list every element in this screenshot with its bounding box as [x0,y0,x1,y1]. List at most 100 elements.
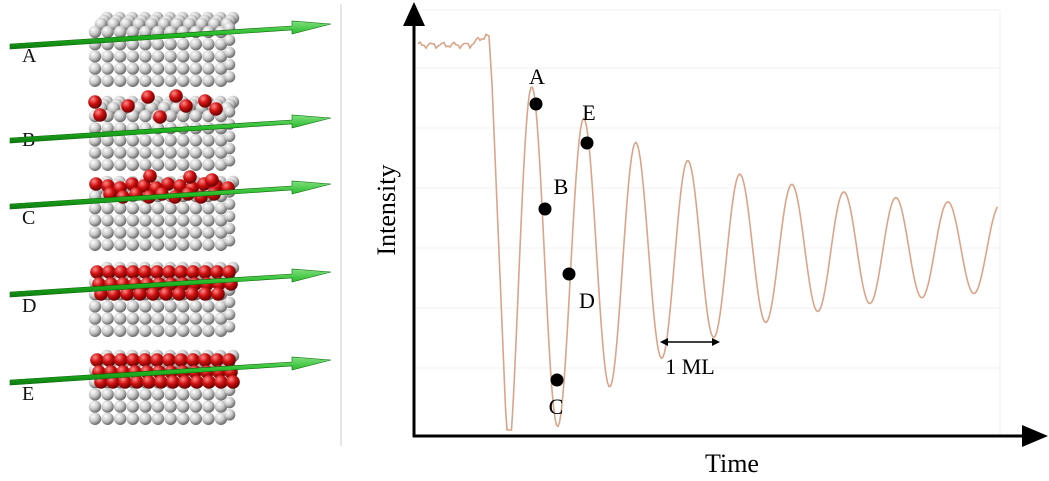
point-e-marker [580,136,594,150]
substrate-atom [139,312,152,325]
substrate-atom [164,238,177,251]
substrate-atom [126,238,139,251]
substrate-atom [189,74,202,88]
stage-b: B [9,89,332,171]
adatom [89,177,103,191]
substrate-atom [177,146,190,159]
substrate-atom [101,50,114,63]
monolayer-scale-bar: 1 ML [660,338,720,379]
substrate-atom [139,62,152,75]
adatom [198,94,212,108]
substrate-atom [189,50,202,63]
substrate-atom [151,412,165,425]
adatom [209,102,223,116]
adatom [114,353,128,367]
substrate-atom [139,324,152,337]
substrate-atom [177,50,190,63]
substrate-atom [151,134,165,147]
substrate-atom [177,74,190,88]
adatom [161,177,175,191]
stage-label: E [22,383,34,405]
substrate-atom [88,146,102,159]
substrate-atom [126,226,139,239]
substrate-atom [189,388,202,401]
adatom [210,265,224,279]
substrate-atom [189,300,202,313]
substrate-atom [114,300,127,313]
substrate-atom [223,106,236,118]
adatom [186,353,200,367]
substrate-atom [101,134,114,147]
substrate-atom [151,214,165,227]
substrate-atom [126,158,139,171]
substrate-atom [101,202,114,215]
growth-stages: AB C D E [9,11,332,425]
substrate-atom [177,300,190,313]
substrate-atom [101,300,114,313]
substrate-atom [88,324,102,337]
substrate-atom [177,214,190,227]
adatom [138,353,152,367]
substrate-atom [164,50,177,63]
substrate-atom [126,312,139,325]
substrate-atom [177,238,190,251]
substrate-atom [223,46,236,59]
substrate-atom [189,109,202,123]
substrate-atom [126,300,139,313]
substrate-atom [101,62,114,75]
substrate-atom [177,134,190,147]
substrate-atom [164,202,177,215]
substrate-atom [189,312,202,325]
adatom [126,265,140,279]
substrate-atom [114,146,127,159]
substrate-atom [223,409,236,421]
substrate-atom [114,158,127,171]
substrate-atom [164,300,177,313]
substrate-atom [139,300,152,313]
substrate-atom [177,312,190,325]
substrate-atom [139,158,152,171]
substrate-atom [151,62,165,75]
adatom [172,287,186,301]
substrate-atom [151,300,165,313]
substrate-atom [202,238,215,251]
substrate-atom [114,134,127,147]
substrate-atom [88,226,102,239]
substrate-atom [88,238,102,251]
adatom [106,375,120,389]
substrate-atom [151,50,165,63]
adatom [169,89,183,103]
substrate-atom [114,25,127,39]
substrate-atom [223,142,236,155]
substrate-atom [177,109,190,123]
substrate-atom [139,238,152,251]
substrate-atom [223,155,236,167]
substrate-atom [164,412,177,425]
substrate-atom [88,300,102,313]
adatom [162,353,176,367]
substrate-atom [139,50,152,63]
adatom [178,375,192,389]
substrate-atom [101,25,114,39]
stage-e: E [9,349,332,425]
substrate-atom [126,134,139,147]
stage-label: C [22,207,35,229]
substrate-atom [189,134,202,147]
substrate-atom [151,324,165,337]
substrate-atom [139,109,152,123]
substrate-atom [202,158,215,171]
substrate-atom [101,324,114,337]
adatom [146,287,160,301]
adatom [90,265,104,279]
point-e-label: E [582,100,595,125]
substrate-atom [164,388,177,401]
substrate-atom [202,300,215,313]
substrate-atom [223,308,236,321]
substrate-atom [202,214,215,227]
substrate-atom [126,324,139,337]
x-axis-label: Time [705,449,759,478]
substrate-atom [202,388,215,401]
substrate-atom [88,122,102,135]
stage-a: A [9,11,332,88]
substrate-atom [101,146,114,159]
